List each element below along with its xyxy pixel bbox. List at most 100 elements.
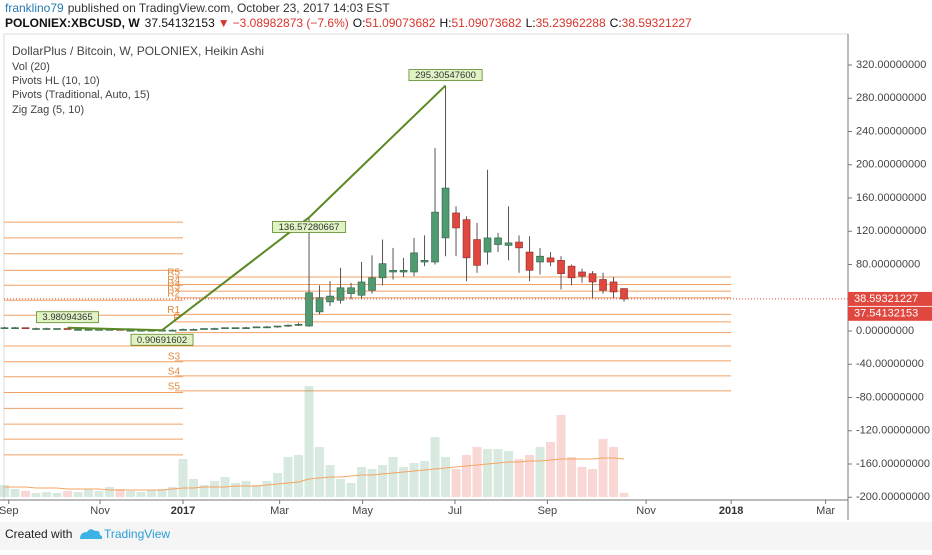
volume-bar (430, 437, 440, 497)
candle-body (399, 270, 408, 273)
volume-bar (315, 447, 325, 497)
volume-bar (357, 467, 367, 497)
candle-body (200, 328, 208, 330)
zigzag-label: 3.98094365 (42, 312, 92, 323)
candle-body (336, 287, 345, 301)
x-tick-label: Nov (636, 505, 656, 517)
volume-bar (210, 481, 220, 497)
volume-bar (367, 469, 377, 497)
indicator: Zig Zag (5, 10) (12, 104, 84, 116)
footer-brand[interactable]: TradingView (104, 527, 170, 541)
candle-body (252, 326, 261, 329)
candle-body (431, 211, 439, 263)
candle-body (578, 271, 586, 277)
candle-body (326, 295, 334, 303)
volume-bar (546, 442, 556, 497)
y-tick-label: 160.00000000 (856, 192, 926, 204)
change: −3.08982873 (−7.6%) (233, 16, 349, 30)
candle-body (483, 237, 492, 253)
chart-title: DollarPlus / Bitcoin, W, POLONIEX, Heiki… (12, 44, 264, 58)
y-tick-label: -40.00000000 (856, 358, 924, 370)
volume-bar (441, 457, 451, 497)
zigzag-label: 0.90691602 (137, 335, 187, 346)
candle-body (599, 279, 607, 291)
volume-bar (147, 490, 157, 497)
volume-bar (346, 483, 356, 497)
candle-body (315, 297, 324, 313)
arrow: ▼ (218, 16, 230, 30)
candle-body (473, 239, 481, 266)
volume-bar (136, 492, 146, 497)
volume-bar (10, 489, 20, 497)
volume-bar (241, 481, 251, 497)
candle-body (221, 327, 229, 329)
x-tick-label: 2018 (719, 505, 743, 517)
volume-bar (598, 439, 608, 497)
candle-body (620, 288, 628, 300)
x-tick-label: Sep (538, 505, 558, 517)
y-tick-label: 120.00000000 (856, 225, 926, 237)
ohlc-label: L: (526, 16, 536, 30)
volume-bar (514, 459, 524, 497)
volume-bar (304, 386, 314, 497)
y-tick-label: 0.00000000 (856, 325, 914, 337)
zigzag-label-box (272, 221, 347, 233)
volume-bar (168, 487, 178, 497)
candle-body (42, 328, 51, 330)
candle-body (504, 242, 513, 246)
x-tick-label: Sep (0, 505, 19, 517)
ohlc-label: H: (439, 16, 451, 30)
y-tick-label: 320.00000000 (856, 59, 926, 71)
candle-body (294, 324, 303, 326)
x-tick-label: Nov (90, 505, 110, 517)
zigzag-line (67, 84, 447, 332)
volume-bar (525, 455, 535, 497)
symbol: POLONIEX:XBCUSD, W (5, 16, 140, 30)
zigzag-label: 136.57280667 (279, 222, 340, 233)
volume-bar (84, 489, 94, 497)
volume-bar (273, 473, 283, 497)
indicator: Pivots HL (10, 10) (12, 75, 100, 87)
volume-bar (577, 467, 587, 497)
candle-body (452, 212, 460, 229)
candle-body (74, 329, 82, 331)
candle-body (567, 265, 576, 279)
candle-body (32, 328, 40, 330)
candle-body (273, 325, 282, 328)
volume-bar (472, 447, 482, 497)
pivot-label: R1 (167, 305, 180, 316)
candle-body (263, 326, 271, 329)
candle-body (189, 329, 198, 331)
volume-bar (63, 491, 73, 497)
author[interactable]: franklino79 (5, 1, 64, 15)
volume-bar (325, 465, 335, 497)
candle-body (0, 327, 9, 329)
candle-body (557, 260, 565, 274)
logo[interactable] (80, 529, 103, 539)
header: franklino79 published on TradingView.com,… (5, 1, 692, 30)
y-tick-label: 280.00000000 (856, 92, 926, 104)
candle-body (588, 273, 597, 283)
indicator: Pivots (Traditional, Auto, 15) (12, 89, 150, 101)
y-tick-label: 200.00000000 (856, 159, 926, 171)
published: published on TradingView.com, October 23… (68, 1, 391, 15)
candle-body (210, 328, 219, 330)
candle-body (284, 324, 292, 327)
pivot-label: R3 (167, 282, 180, 293)
candle-body (420, 260, 429, 263)
candle-body (231, 327, 240, 329)
volume-bar (462, 455, 472, 497)
last-price: 37.54132153 (145, 16, 215, 30)
x-tick-label: May (352, 505, 373, 517)
pivot-label: S3 (168, 352, 181, 363)
x-tick-label: Jul (448, 505, 462, 517)
candle-body (525, 251, 534, 271)
price-tag (848, 306, 932, 321)
footer-bar (0, 522, 932, 550)
candle-body (347, 287, 355, 294)
ohlc-value: 38.59321227 (622, 16, 692, 30)
candle-body (84, 329, 93, 331)
candle-body (11, 327, 19, 329)
